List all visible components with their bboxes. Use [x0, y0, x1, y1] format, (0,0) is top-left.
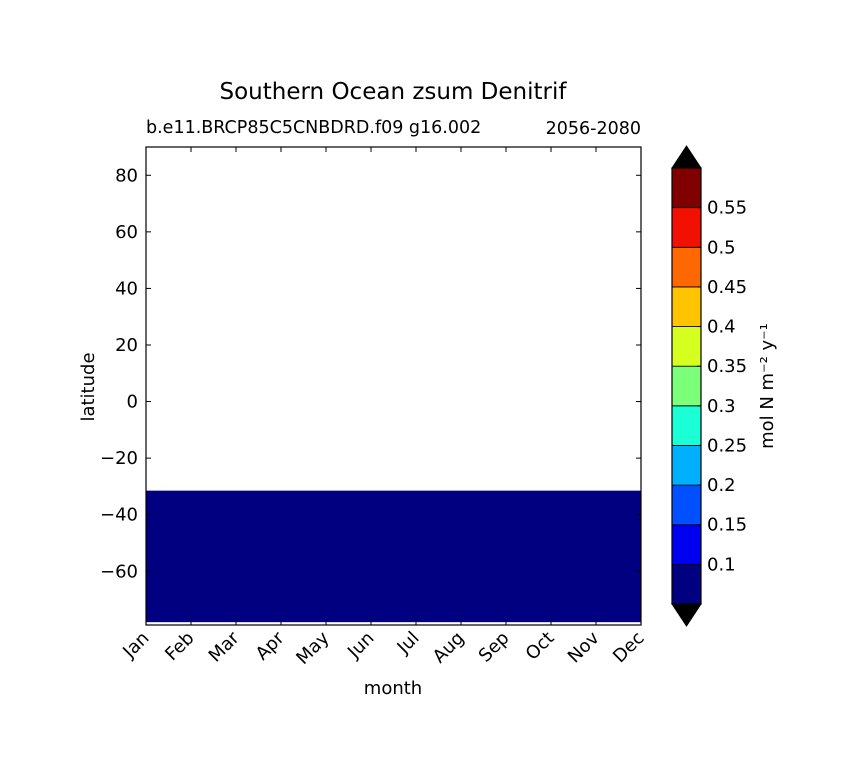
x-tick-label: Nov [564, 627, 604, 667]
x-tick-label: Sep [475, 628, 514, 667]
x-tick-label: May [292, 627, 333, 668]
colorbar-segment [671, 207, 702, 248]
colorbar-segment [671, 365, 702, 407]
chart-subtitle-right: 2056-2080 [546, 119, 641, 139]
colorbar-segment [671, 286, 702, 327]
colorbar-tick-label: 0.3 [707, 396, 736, 417]
colorbar-label: mol N m⁻² y⁻¹ [757, 323, 778, 449]
colorbar-segment [671, 524, 702, 565]
colorbar-extend-over [671, 145, 702, 169]
y-tick-label: 40 [115, 278, 138, 299]
x-tick-label: Jun [343, 628, 378, 663]
colorbar-tick-label: 0.4 [707, 317, 736, 338]
y-tick-label: 0 [127, 392, 138, 413]
colorbar-extend-under [671, 603, 702, 627]
colorbar-segment [671, 484, 702, 526]
colorbar-segment [671, 405, 702, 446]
x-tick-label: Jul [393, 628, 424, 659]
chart-title: Southern Ocean zsum Denitrif [220, 79, 568, 105]
x-tick-label: Dec [609, 628, 648, 667]
colorbar-tick-label: 0.2 [707, 475, 736, 496]
x-axis-label: month [364, 678, 422, 699]
y-tick-label: −40 [100, 505, 138, 526]
x-tick-label: Aug [429, 628, 469, 668]
plot-frame [145, 146, 642, 626]
x-tick-label: Mar [205, 627, 244, 666]
colorbar-tick-label: 0.35 [707, 356, 747, 377]
colorbar-segment [671, 563, 702, 605]
x-tick-label: Apr [252, 627, 289, 664]
colorbar: 0.1 0.15 0.2 0.25 0.3 0.35 0.4 0.45 0.5 0.55 [671, 145, 747, 627]
x-tick-label: Jan [118, 628, 153, 663]
y-axis-label: latitude [78, 352, 99, 421]
x-tick-label: Feb [161, 628, 198, 665]
y-axis: 80 60 40 20 0 −20 −40 −60 [100, 165, 641, 582]
colorbar-segment [671, 167, 702, 209]
colorbar-tick-label: 0.25 [707, 435, 747, 456]
y-tick-label: −60 [100, 561, 138, 582]
y-tick-label: 20 [115, 335, 138, 356]
y-tick-label: 60 [115, 222, 138, 243]
colorbar-frame [671, 167, 702, 605]
colorbar-segment [671, 246, 702, 288]
filled-region [146, 490, 641, 623]
colorbar-tick-label: 0.45 [707, 277, 747, 298]
chart-subtitle-left: b.e11.BRCP85C5CNBDRD.f09 g16.002 [146, 118, 481, 138]
y-tick-label: 80 [115, 165, 138, 186]
colorbar-segment [671, 326, 702, 367]
colorbar-segment [671, 445, 702, 486]
plot-area [145, 146, 642, 626]
colorbar-tick-label: 0.55 [707, 198, 747, 219]
y-tick-label: −20 [100, 448, 138, 469]
colorbar-tick-label: 0.5 [707, 237, 736, 258]
colorbar-tick-label: 0.1 [707, 554, 736, 575]
x-tick-label: Oct [522, 628, 559, 665]
colorbar-tick-label: 0.15 [707, 515, 747, 536]
